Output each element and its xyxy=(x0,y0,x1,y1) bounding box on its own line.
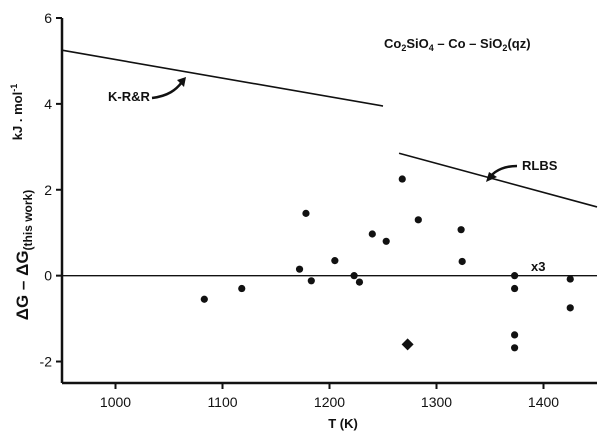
data-point xyxy=(414,216,422,224)
data-point xyxy=(511,331,519,339)
line-krr xyxy=(61,49,384,107)
y-tick-label: 6 xyxy=(44,10,52,26)
data-point xyxy=(511,284,519,293)
data-point xyxy=(350,272,358,280)
reference-lines xyxy=(61,49,598,208)
data-point xyxy=(511,272,519,280)
arrow-rlbs xyxy=(490,164,518,177)
data-point xyxy=(295,265,304,273)
arrow-rlbs-head xyxy=(486,172,497,182)
data-point xyxy=(355,278,364,286)
y-axis-title: ΔG – ΔG(this work) xyxy=(13,190,35,320)
x-tick-label: 1200 xyxy=(314,394,345,410)
data-point xyxy=(382,237,390,245)
annotation-x3: x3 xyxy=(531,259,545,274)
data-point xyxy=(511,344,519,352)
data-point xyxy=(398,175,406,183)
x-tick-label: 1300 xyxy=(421,394,452,410)
line-label-rlbs: RLBS xyxy=(522,158,558,173)
y-tick-label: 0 xyxy=(44,268,52,284)
data-points xyxy=(200,175,574,352)
system-label: Co2SiO4 – Co – SiO2(qz) xyxy=(384,36,531,53)
arrow-krr xyxy=(151,81,183,100)
data-point xyxy=(238,284,246,293)
data-point xyxy=(457,226,465,234)
y-tick-label: 2 xyxy=(44,182,52,198)
x-tick-label: 1400 xyxy=(528,394,559,410)
x-axis-title: T (K) xyxy=(328,416,358,431)
ticks: 1000 1100 1200 1300 1400 -2 0 2 4 6 xyxy=(40,10,560,410)
line-rlbs xyxy=(398,152,598,208)
diamond-point xyxy=(401,338,414,351)
data-point xyxy=(566,304,574,312)
data-point xyxy=(302,209,310,217)
line-label-krr: K-R&R xyxy=(108,89,150,104)
x-tick-label: 1100 xyxy=(207,394,237,410)
data-point xyxy=(307,277,315,285)
axes xyxy=(60,18,597,385)
data-point xyxy=(458,257,466,266)
y-tick-label: 4 xyxy=(44,96,52,112)
data-point xyxy=(566,275,574,283)
data-point xyxy=(331,257,339,265)
y-axis-unit: kJ . mol-1 xyxy=(9,84,25,140)
data-point xyxy=(368,230,376,238)
x-tick-label: 1000 xyxy=(100,394,131,410)
data-point xyxy=(200,295,208,303)
y-tick-label: -2 xyxy=(40,354,53,370)
arrow-krr-head xyxy=(177,77,186,87)
